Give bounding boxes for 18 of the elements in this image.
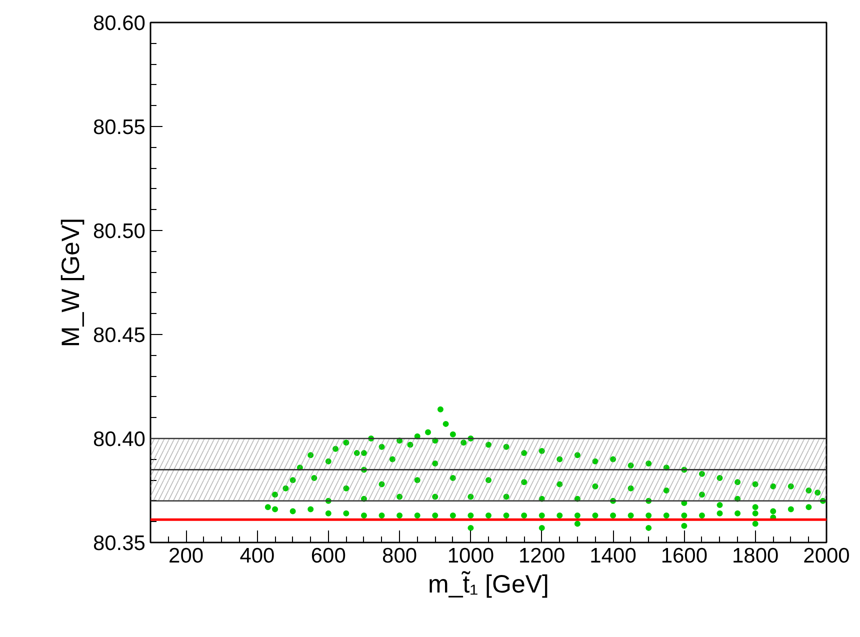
x-tick-label: 2000 xyxy=(803,544,850,568)
y-tick-label: 80.60 xyxy=(92,12,146,35)
x-tick-label: 1000 xyxy=(447,544,494,568)
y-axis-title: M_W [GeV] xyxy=(56,218,85,348)
y-tick-label: 80.40 xyxy=(92,428,146,451)
x-tick-label: 1200 xyxy=(518,544,566,568)
x-tick-label: 600 xyxy=(310,544,346,568)
y-tick-label: 80.45 xyxy=(92,324,146,347)
x-tick-label: 1400 xyxy=(590,544,636,568)
x-tick-label: 800 xyxy=(382,544,418,568)
y-tick-label: 80.35 xyxy=(92,532,146,555)
y-tick-label: 80.55 xyxy=(92,116,146,139)
y-tick-label: 80.50 xyxy=(92,220,146,243)
x-tick-label: 1600 xyxy=(660,544,708,568)
x-tick-label: 200 xyxy=(168,544,204,568)
x-tick-label: 400 xyxy=(240,544,275,568)
x-tick-label: 1800 xyxy=(732,544,779,568)
x-axis-title: m_t̃₁ [GeV] xyxy=(428,570,549,598)
